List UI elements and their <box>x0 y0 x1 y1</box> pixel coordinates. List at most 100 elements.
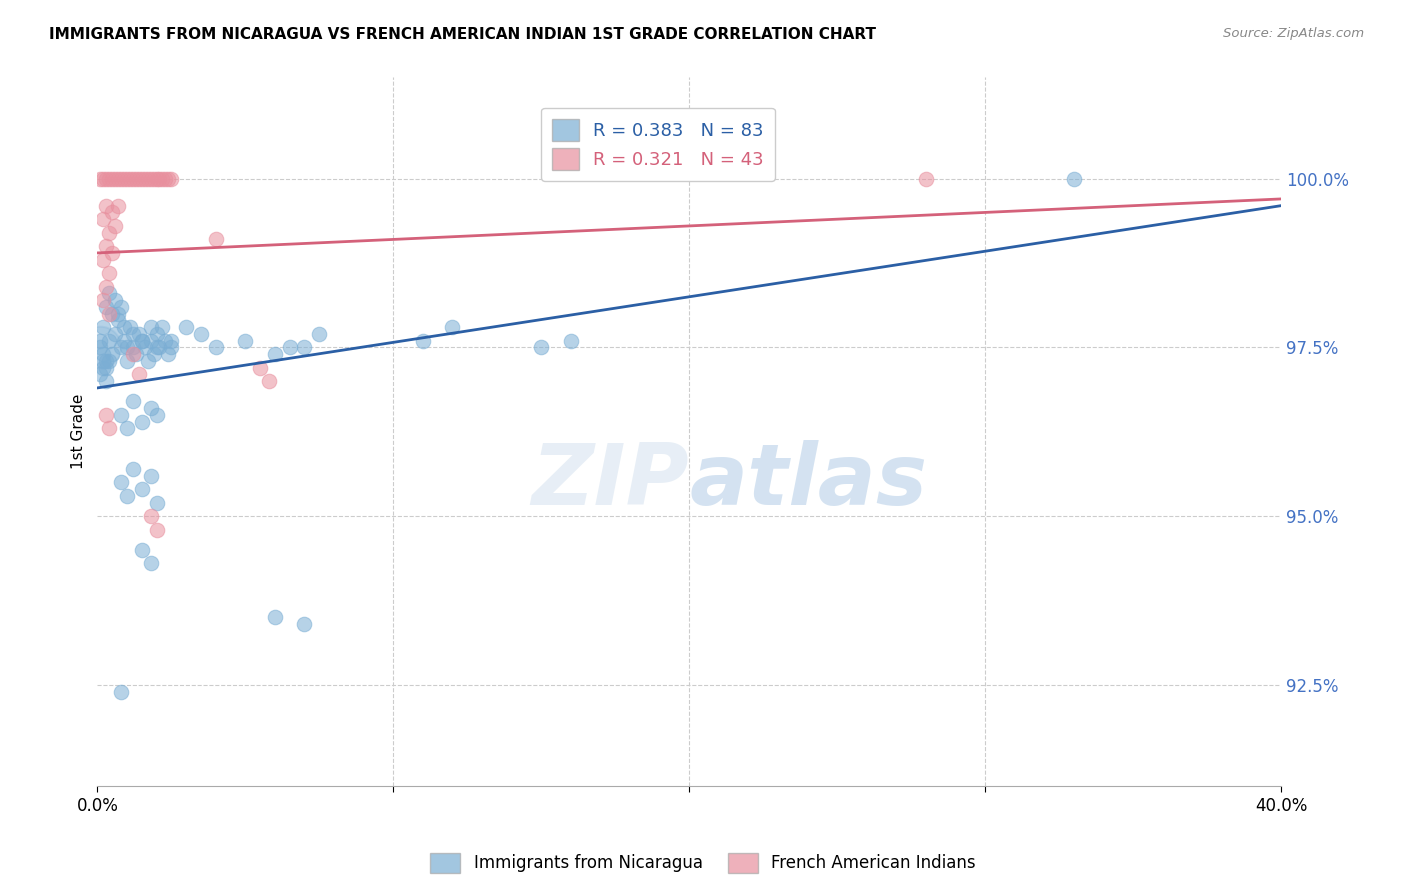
Point <box>128 171 150 186</box>
Point <box>121 340 143 354</box>
Point <box>107 199 129 213</box>
Point <box>121 462 143 476</box>
Point <box>131 334 153 348</box>
Point <box>160 171 183 186</box>
Point <box>118 171 141 186</box>
Point <box>91 293 114 308</box>
Point <box>145 523 167 537</box>
Point <box>107 171 129 186</box>
Point <box>104 171 127 186</box>
Point <box>110 684 132 698</box>
Point <box>136 171 159 186</box>
Point <box>148 340 170 354</box>
Point <box>96 354 118 368</box>
Point <box>441 320 464 334</box>
Point <box>91 212 114 227</box>
Point <box>136 354 159 368</box>
Point <box>160 340 183 354</box>
Point <box>560 334 582 348</box>
Point <box>128 368 150 382</box>
Point <box>257 374 280 388</box>
Y-axis label: 1st Grade: 1st Grade <box>72 394 86 469</box>
Point <box>89 171 111 186</box>
Point <box>157 347 180 361</box>
Point <box>294 340 316 354</box>
Point <box>115 421 138 435</box>
Point <box>96 374 118 388</box>
Point <box>110 171 132 186</box>
Text: Source: ZipAtlas.com: Source: ZipAtlas.com <box>1223 27 1364 40</box>
Point <box>131 171 153 186</box>
Point <box>96 199 118 213</box>
Point <box>125 171 148 186</box>
Point <box>96 300 118 314</box>
Point <box>412 334 434 348</box>
Point <box>110 408 132 422</box>
Point <box>98 334 121 348</box>
Point <box>89 340 111 354</box>
Point <box>98 266 121 280</box>
Point <box>139 468 162 483</box>
Point <box>96 360 118 375</box>
Point <box>110 475 132 490</box>
Point <box>96 279 118 293</box>
Point <box>308 326 330 341</box>
Point <box>157 171 180 186</box>
Point <box>160 334 183 348</box>
Point <box>148 171 170 186</box>
Point <box>128 326 150 341</box>
Point <box>91 347 114 361</box>
Point <box>142 347 165 361</box>
Point <box>139 401 162 416</box>
Point <box>110 300 132 314</box>
Point <box>121 394 143 409</box>
Point <box>145 340 167 354</box>
Point <box>145 171 167 186</box>
Point <box>139 334 162 348</box>
Point <box>278 340 301 354</box>
Point <box>249 360 271 375</box>
Point <box>107 307 129 321</box>
Point <box>91 320 114 334</box>
Point <box>155 334 177 348</box>
Legend: R = 0.383   N = 83, R = 0.321   N = 43: R = 0.383 N = 83, R = 0.321 N = 43 <box>541 108 775 181</box>
Point <box>96 239 118 253</box>
Point <box>121 347 143 361</box>
Point <box>155 171 177 186</box>
Point <box>915 171 938 186</box>
Legend: Immigrants from Nicaragua, French American Indians: Immigrants from Nicaragua, French Americ… <box>423 847 983 880</box>
Point <box>98 307 121 321</box>
Point <box>96 171 118 186</box>
Point <box>98 421 121 435</box>
Point <box>101 307 124 321</box>
Point <box>104 219 127 233</box>
Point <box>112 334 135 348</box>
Point <box>190 326 212 341</box>
Point <box>101 347 124 361</box>
Point <box>112 171 135 186</box>
Point <box>152 320 174 334</box>
Point <box>98 226 121 240</box>
Point <box>91 360 114 375</box>
Point <box>101 246 124 260</box>
Point <box>115 340 138 354</box>
Point <box>89 340 111 354</box>
Point <box>104 326 127 341</box>
Point <box>115 489 138 503</box>
Point <box>112 320 135 334</box>
Point <box>98 171 121 186</box>
Point <box>98 286 121 301</box>
Text: ZIP: ZIP <box>531 440 689 523</box>
Point <box>139 320 162 334</box>
Point <box>131 542 153 557</box>
Point <box>89 334 111 348</box>
Text: IMMIGRANTS FROM NICARAGUA VS FRENCH AMERICAN INDIAN 1ST GRADE CORRELATION CHART: IMMIGRANTS FROM NICARAGUA VS FRENCH AMER… <box>49 27 876 42</box>
Point <box>91 171 114 186</box>
Point <box>145 496 167 510</box>
Point <box>264 347 287 361</box>
Point <box>294 617 316 632</box>
Point <box>134 340 156 354</box>
Text: atlas: atlas <box>689 440 928 523</box>
Point <box>174 320 197 334</box>
Point <box>131 415 153 429</box>
